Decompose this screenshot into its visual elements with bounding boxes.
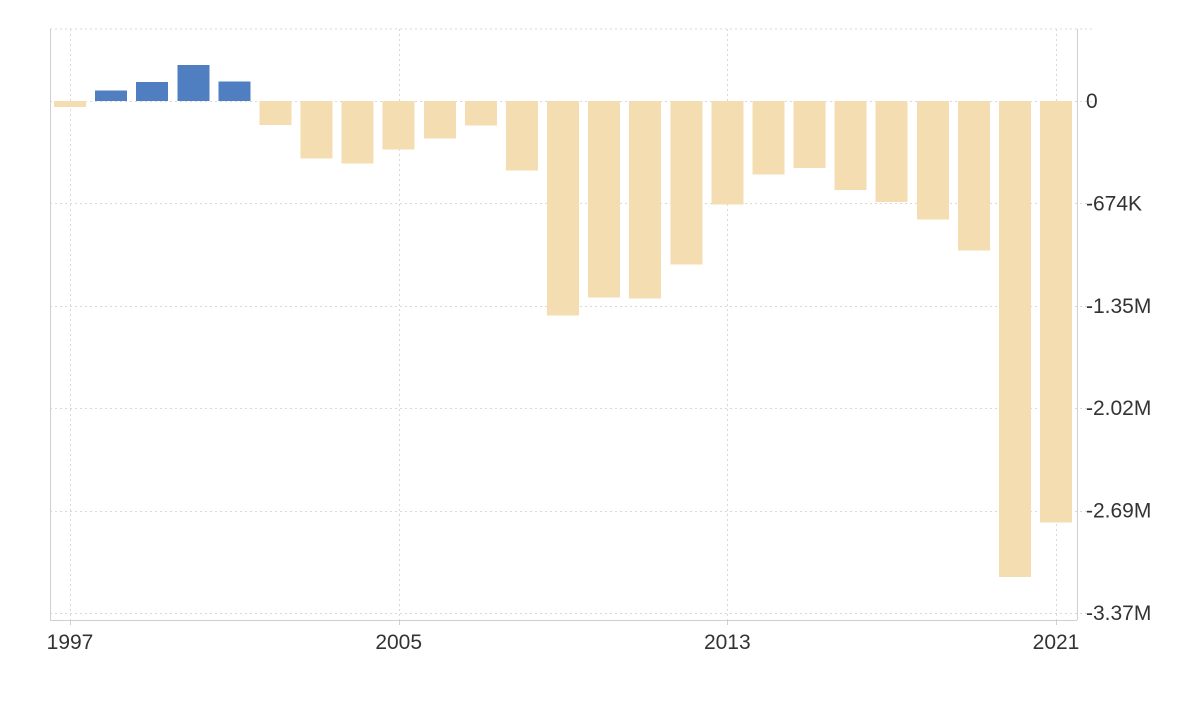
bar-2007: [464, 101, 497, 126]
bar-1999: [136, 81, 169, 101]
y-tick-label: -3.37M: [1086, 602, 1151, 625]
bar-2019: [957, 101, 990, 251]
bar-2017: [875, 101, 908, 202]
x-tick-label: 2005: [375, 631, 422, 654]
bar-1997: [54, 101, 86, 108]
bar-2018: [916, 101, 949, 220]
bar-2000: [177, 65, 210, 101]
bar-1998: [95, 90, 128, 101]
axes: [50, 29, 1078, 625]
y-tick-label: -2.69M: [1086, 500, 1151, 523]
bar-2010: [588, 101, 621, 298]
bar-2005: [382, 101, 415, 150]
bar-2004: [341, 101, 374, 164]
bar-2011: [629, 101, 662, 299]
x-tick-label: 2013: [704, 631, 751, 654]
x-tick-labels: 1997 2005 2013 2021: [47, 631, 1080, 654]
bar-2008: [505, 101, 538, 171]
bar-2012: [670, 101, 703, 265]
y-tick-label: 0: [1086, 90, 1098, 113]
y-tick-label: -1.35M: [1086, 295, 1151, 318]
bar-2013: [711, 101, 744, 205]
bars: [54, 65, 1072, 577]
bar-2015: [793, 101, 826, 169]
bar-2006: [423, 101, 456, 139]
bar-2001: [218, 81, 251, 101]
x-tick-label: 2021: [1033, 631, 1080, 654]
x-tick-label: 1997: [47, 631, 94, 654]
bar-2002: [259, 101, 292, 125]
bar-2003: [300, 101, 333, 159]
bar-2020: [998, 101, 1031, 577]
bar-2021: [1040, 101, 1072, 523]
bar-2009: [547, 101, 579, 316]
y-tick-label: -674K: [1086, 192, 1142, 215]
bar-2016: [834, 101, 867, 190]
y-tick-label: -2.02M: [1086, 397, 1151, 420]
bar-2014: [752, 101, 785, 175]
y-tick-labels: 0 -674K -1.35M -2.02M -2.69M -3.37M: [1086, 90, 1151, 625]
